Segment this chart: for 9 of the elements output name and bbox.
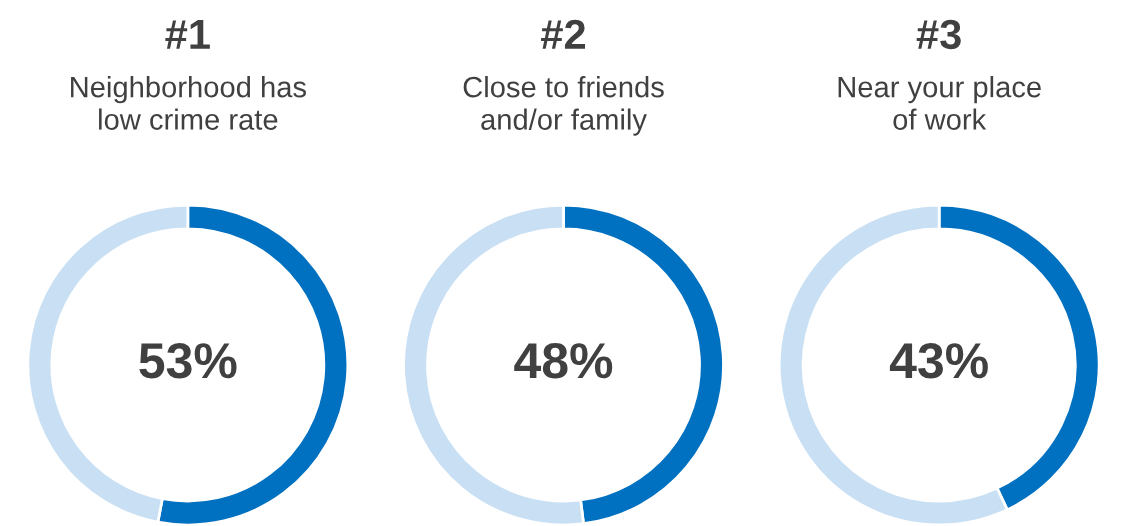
data-label: 53% — [139, 343, 237, 379]
chart-title: #2 — [541, 19, 586, 49]
chart-subtitle: Close to friends and/or family — [463, 76, 664, 136]
chart-subtitle: Near your place of work — [838, 76, 1041, 130]
chart-title: #1 — [165, 20, 210, 49]
chart-subtitle: Neighborhood has low crime rate — [71, 76, 306, 130]
data-label: 43% — [889, 343, 988, 379]
chart-title: #3 — [916, 19, 961, 50]
data-label: 48% — [514, 343, 613, 379]
